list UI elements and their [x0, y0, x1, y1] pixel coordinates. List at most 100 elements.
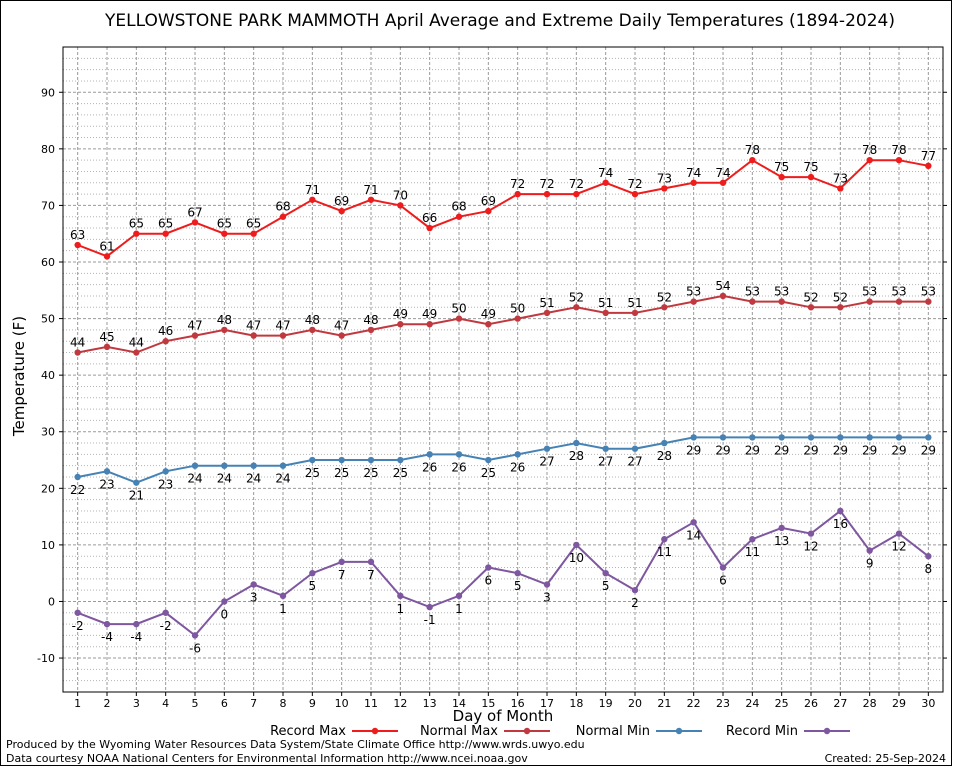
normal-min-data-label: 29 — [891, 443, 906, 457]
normal-max-point — [162, 338, 169, 345]
x-tick-label: 5 — [192, 697, 199, 710]
normal-max-point — [778, 298, 785, 305]
record-max-data-label: 77 — [921, 149, 936, 163]
normal-min-data-label: 23 — [99, 477, 114, 491]
record-max-data-label: 75 — [803, 160, 818, 174]
normal-max-point — [74, 349, 81, 356]
record-min-data-label: 3 — [543, 591, 551, 605]
legend-marker-normal-max — [523, 727, 531, 735]
record-min-data-label: 2 — [631, 596, 639, 610]
normal-min-data-label: 26 — [510, 460, 525, 474]
record-max-point — [397, 202, 404, 209]
record-max-data-label: 63 — [70, 228, 85, 242]
record-max-data-label: 70 — [393, 188, 408, 202]
legend-label-record-min: Record Min — [726, 724, 798, 739]
normal-min-point — [367, 456, 375, 464]
record-max-line — [77, 158, 929, 258]
normal-max-point — [221, 326, 228, 334]
normal-max-data-label: 51 — [627, 296, 642, 310]
normal-max-data-label: 52 — [569, 290, 584, 304]
legend-marker-record-min — [823, 727, 831, 735]
normal-max-point — [279, 332, 287, 339]
record-max-point — [191, 219, 199, 226]
normal-max-point — [426, 321, 433, 328]
record-max-point — [895, 156, 903, 164]
record-max-data-label: 78 — [745, 143, 760, 157]
normal-min-data-label: 25 — [393, 466, 408, 480]
y-tick-label: 20 — [41, 482, 55, 495]
record-min-point — [514, 569, 521, 577]
normal-min-point — [133, 479, 140, 486]
record-max-data-label: 67 — [187, 205, 202, 219]
record-min-data-label: 1 — [397, 602, 405, 616]
y-tick-label: 80 — [41, 143, 55, 156]
x-tick-label: 21 — [657, 697, 671, 710]
normal-max-data-label: 45 — [99, 330, 114, 344]
x-tick-label: 22 — [687, 697, 701, 710]
record-max-point — [573, 190, 580, 198]
record-max-point — [338, 207, 345, 215]
normal-max-point — [309, 326, 316, 334]
y-tick-label: 50 — [41, 313, 55, 326]
record-min-point — [309, 569, 316, 577]
normal-min-data-label: 29 — [803, 443, 818, 457]
record-max-data-label: 68 — [275, 200, 290, 214]
normal-min-data-label: 29 — [833, 443, 848, 457]
x-tick-label: 9 — [309, 697, 316, 710]
x-tick-label: 7 — [250, 697, 257, 710]
record-max-point — [514, 190, 521, 198]
normal-max-data-label: 52 — [833, 290, 848, 304]
record-min-point — [338, 558, 345, 566]
normal-max-point — [602, 309, 609, 317]
record-max-point — [485, 207, 492, 215]
normal-min-point — [573, 439, 580, 447]
record-min-data-label: 12 — [891, 540, 906, 554]
record-min-data-label: 1 — [279, 602, 287, 616]
record-min-point — [749, 536, 756, 543]
record-max-point — [309, 196, 316, 203]
x-tick-label: 28 — [863, 697, 877, 710]
record-min-data-label: 0 — [221, 607, 229, 621]
record-max-data-label: 65 — [129, 217, 144, 231]
record-max-point — [925, 162, 932, 170]
record-max-data-label: 75 — [774, 160, 789, 174]
normal-min-point — [807, 434, 815, 441]
normal-min-point — [426, 451, 433, 458]
record-min-point — [162, 609, 169, 616]
normal-min-point — [661, 439, 668, 447]
x-tick-label: 11 — [364, 697, 378, 710]
record-min-point — [866, 547, 873, 554]
y-tick-label: -10 — [37, 652, 55, 665]
record-min-data-label: 11 — [657, 545, 672, 559]
normal-min-data-label: 25 — [305, 466, 320, 480]
record-min-data-label: 5 — [309, 579, 317, 593]
normal-max-data-label: 44 — [70, 336, 85, 350]
normal-max-data-label: 53 — [774, 285, 789, 299]
record-min-point — [807, 530, 815, 537]
record-min-data-label: -2 — [72, 619, 84, 633]
normal-min-point — [279, 462, 287, 469]
y-tick-label: 30 — [41, 426, 55, 439]
record-min-data-label: 12 — [803, 540, 818, 554]
record-min-data-label: -2 — [160, 619, 172, 633]
normal-min-data-label: 24 — [187, 472, 202, 486]
record-min-data-label: 1 — [455, 602, 463, 616]
record-max-point — [543, 190, 551, 198]
normal-max-point — [485, 321, 492, 328]
normal-min-point — [455, 451, 463, 458]
normal-max-point — [807, 304, 815, 311]
x-tick-label: 23 — [716, 697, 730, 710]
x-tick-label: 25 — [775, 697, 789, 710]
record-max-data-label: 78 — [862, 143, 877, 157]
x-tick-label: 17 — [540, 697, 554, 710]
record-min-point — [690, 519, 697, 526]
normal-min-point — [514, 451, 521, 458]
normal-min-data-label: 26 — [451, 460, 466, 474]
record-min-point — [133, 620, 140, 628]
normal-max-data-label: 49 — [422, 307, 437, 321]
record-max-data-label: 73 — [657, 171, 672, 185]
normal-max-line — [77, 294, 929, 354]
normal-max-point — [367, 326, 375, 334]
normal-max-data-label: 49 — [481, 307, 496, 321]
normal-min-point — [543, 445, 551, 452]
